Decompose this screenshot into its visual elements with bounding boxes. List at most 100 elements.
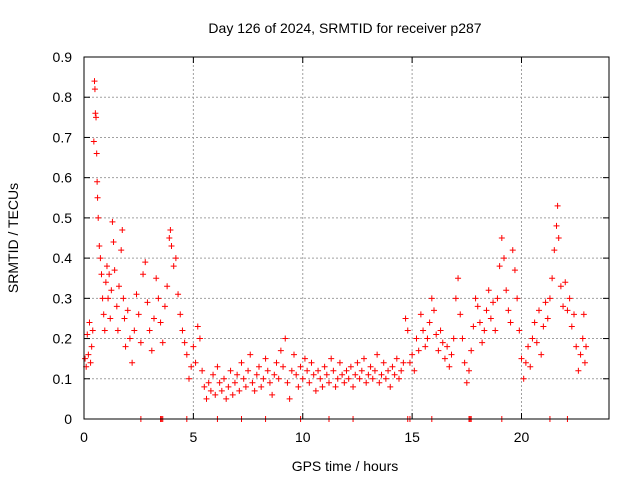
data-point <box>153 275 160 282</box>
data-point <box>225 383 232 390</box>
data-point <box>457 311 464 318</box>
data-point <box>284 379 291 386</box>
x-tick-label: 5 <box>189 429 197 445</box>
data-point <box>542 299 549 306</box>
data-points <box>82 78 590 422</box>
data-point <box>301 355 308 362</box>
data-point <box>538 351 545 358</box>
data-point <box>581 359 588 366</box>
tick-labels: 0 0.1 0.2 0.3 0.4 0.5 0.6 0.7 0.8 0.9 0 5 10 15 20 <box>53 49 530 445</box>
data-point <box>214 363 221 370</box>
data-point <box>323 371 330 378</box>
data-point <box>218 387 225 394</box>
data-point <box>518 355 525 362</box>
data-point <box>199 367 206 374</box>
data-point <box>568 323 575 330</box>
data-point <box>468 347 475 354</box>
data-point <box>396 375 402 382</box>
data-point <box>95 214 102 221</box>
data-point <box>100 311 107 318</box>
data-point <box>481 327 488 334</box>
data-point <box>426 319 433 326</box>
data-point <box>529 335 536 342</box>
data-point <box>120 295 127 302</box>
data-point <box>212 391 219 398</box>
y-tick-label: 0.3 <box>53 290 73 306</box>
data-point <box>361 355 367 362</box>
y-tick-label: 0.7 <box>53 129 73 145</box>
data-point <box>446 363 453 370</box>
data-point <box>522 359 529 366</box>
data-point <box>352 371 359 378</box>
chart-title: Day 126 of 2024, SRMTID for receiver p28… <box>208 20 481 36</box>
data-point <box>159 339 166 346</box>
data-point <box>166 235 173 241</box>
data-point <box>92 110 99 117</box>
data-point <box>170 263 177 270</box>
data-point <box>479 339 486 346</box>
data-point <box>472 295 479 302</box>
data-point <box>82 355 89 362</box>
data-point <box>306 379 313 386</box>
data-point <box>103 263 110 270</box>
data-point <box>93 114 100 121</box>
data-point <box>448 351 455 358</box>
data-point <box>175 291 182 298</box>
data-point <box>216 379 223 386</box>
data-point <box>177 311 184 318</box>
data-point <box>196 335 203 342</box>
plot-frame <box>83 56 610 420</box>
data-point <box>297 363 304 370</box>
data-point <box>119 226 126 233</box>
data-point <box>498 235 505 241</box>
data-point <box>580 311 587 318</box>
data-point <box>551 247 558 254</box>
data-point <box>555 235 562 241</box>
data-point <box>365 371 372 378</box>
data-point <box>102 279 109 286</box>
data-point <box>326 379 332 386</box>
data-point <box>223 395 230 402</box>
data-point <box>450 335 457 342</box>
data-point <box>234 371 241 378</box>
data-point <box>553 222 560 229</box>
x-tick-label: 10 <box>295 429 311 445</box>
data-point <box>277 347 284 354</box>
data-point <box>229 391 236 398</box>
data-point <box>441 355 448 362</box>
y-tick-label: 0.8 <box>53 89 73 105</box>
data-point <box>336 359 343 366</box>
data-point <box>398 367 405 374</box>
data-point <box>286 395 293 402</box>
data-point <box>514 295 521 302</box>
data-point <box>490 299 497 306</box>
data-point <box>96 243 103 250</box>
data-point <box>144 299 151 306</box>
data-point <box>308 359 315 366</box>
data-point <box>413 335 420 342</box>
data-point <box>466 367 472 374</box>
y-tick-label: 0.1 <box>53 371 73 387</box>
data-point <box>164 283 171 290</box>
data-point <box>483 307 490 314</box>
data-point <box>433 331 440 338</box>
data-point <box>378 371 385 378</box>
data-point <box>470 323 477 330</box>
data-point <box>579 335 586 342</box>
data-point <box>251 387 258 394</box>
data-point <box>87 359 94 366</box>
data-point <box>511 267 518 274</box>
data-point <box>236 387 243 394</box>
data-point <box>260 375 267 382</box>
data-point <box>105 295 112 302</box>
data-point <box>330 367 337 374</box>
data-point <box>188 363 195 370</box>
data-point <box>492 327 499 334</box>
data-point <box>452 295 459 302</box>
data-point <box>575 367 582 374</box>
data-point <box>536 307 542 314</box>
data-point <box>201 383 208 390</box>
data-point <box>474 303 481 310</box>
data-point <box>264 367 271 374</box>
